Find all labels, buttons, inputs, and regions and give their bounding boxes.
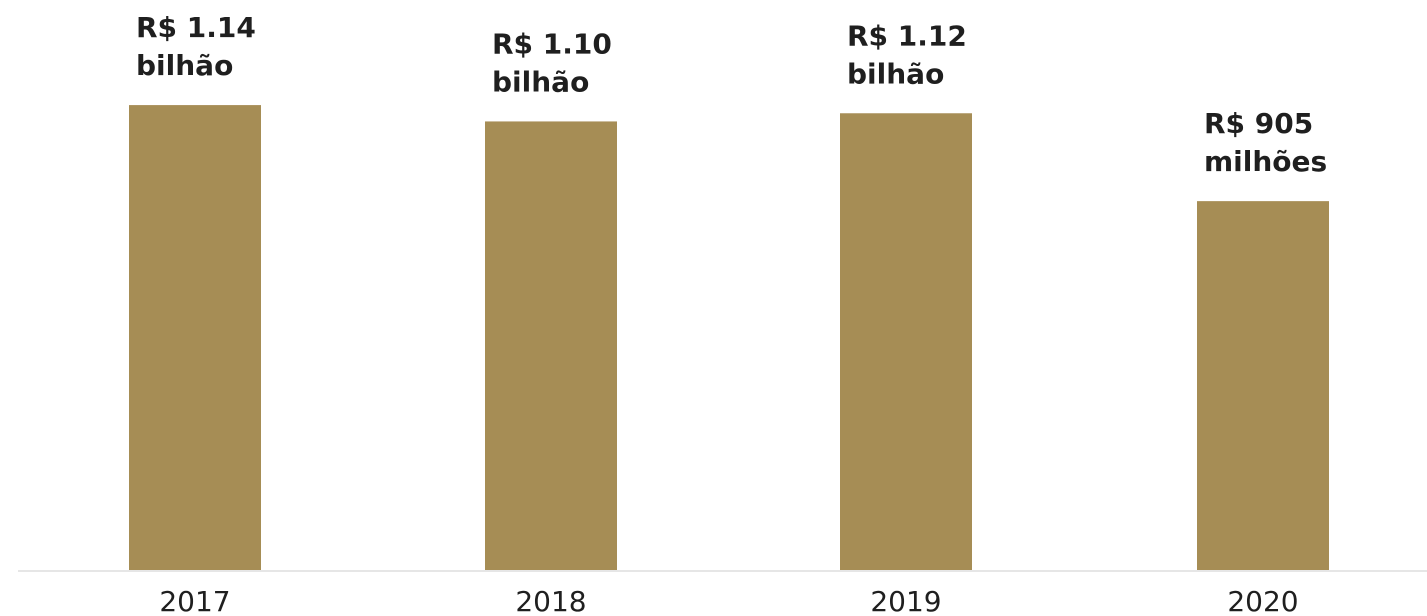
bar-2018 xyxy=(485,121,617,571)
data-label-line: R$ 1.12 xyxy=(847,19,967,52)
bar-2019 xyxy=(840,113,972,572)
data-label-line: milhões xyxy=(1204,145,1327,178)
x-tick-label-2020: 2020 xyxy=(1227,585,1298,616)
x-tick-label-2018: 2018 xyxy=(515,585,586,616)
bar-2017 xyxy=(129,105,261,571)
x-tick-label-2019: 2019 xyxy=(870,585,941,616)
data-label-line: R$ 905 xyxy=(1204,107,1313,140)
bar-2020 xyxy=(1197,201,1329,571)
bars-group xyxy=(129,105,1329,572)
data-label-line: bilhão xyxy=(136,49,233,82)
data-label-2019: R$ 1.12 bilhão xyxy=(847,19,967,90)
data-label-line: bilhão xyxy=(492,65,589,98)
data-label-2020: R$ 905 milhões xyxy=(1204,107,1327,178)
data-label-2017: R$ 1.14 bilhão xyxy=(136,11,256,82)
x-tick-labels-group: 2017 2018 2019 2020 xyxy=(159,585,1298,616)
data-label-line: R$ 1.14 xyxy=(136,11,256,44)
data-label-2018: R$ 1.10 bilhão xyxy=(492,27,612,98)
data-label-line: R$ 1.10 xyxy=(492,27,612,60)
data-label-line: bilhão xyxy=(847,57,944,90)
x-tick-label-2017: 2017 xyxy=(159,585,230,616)
